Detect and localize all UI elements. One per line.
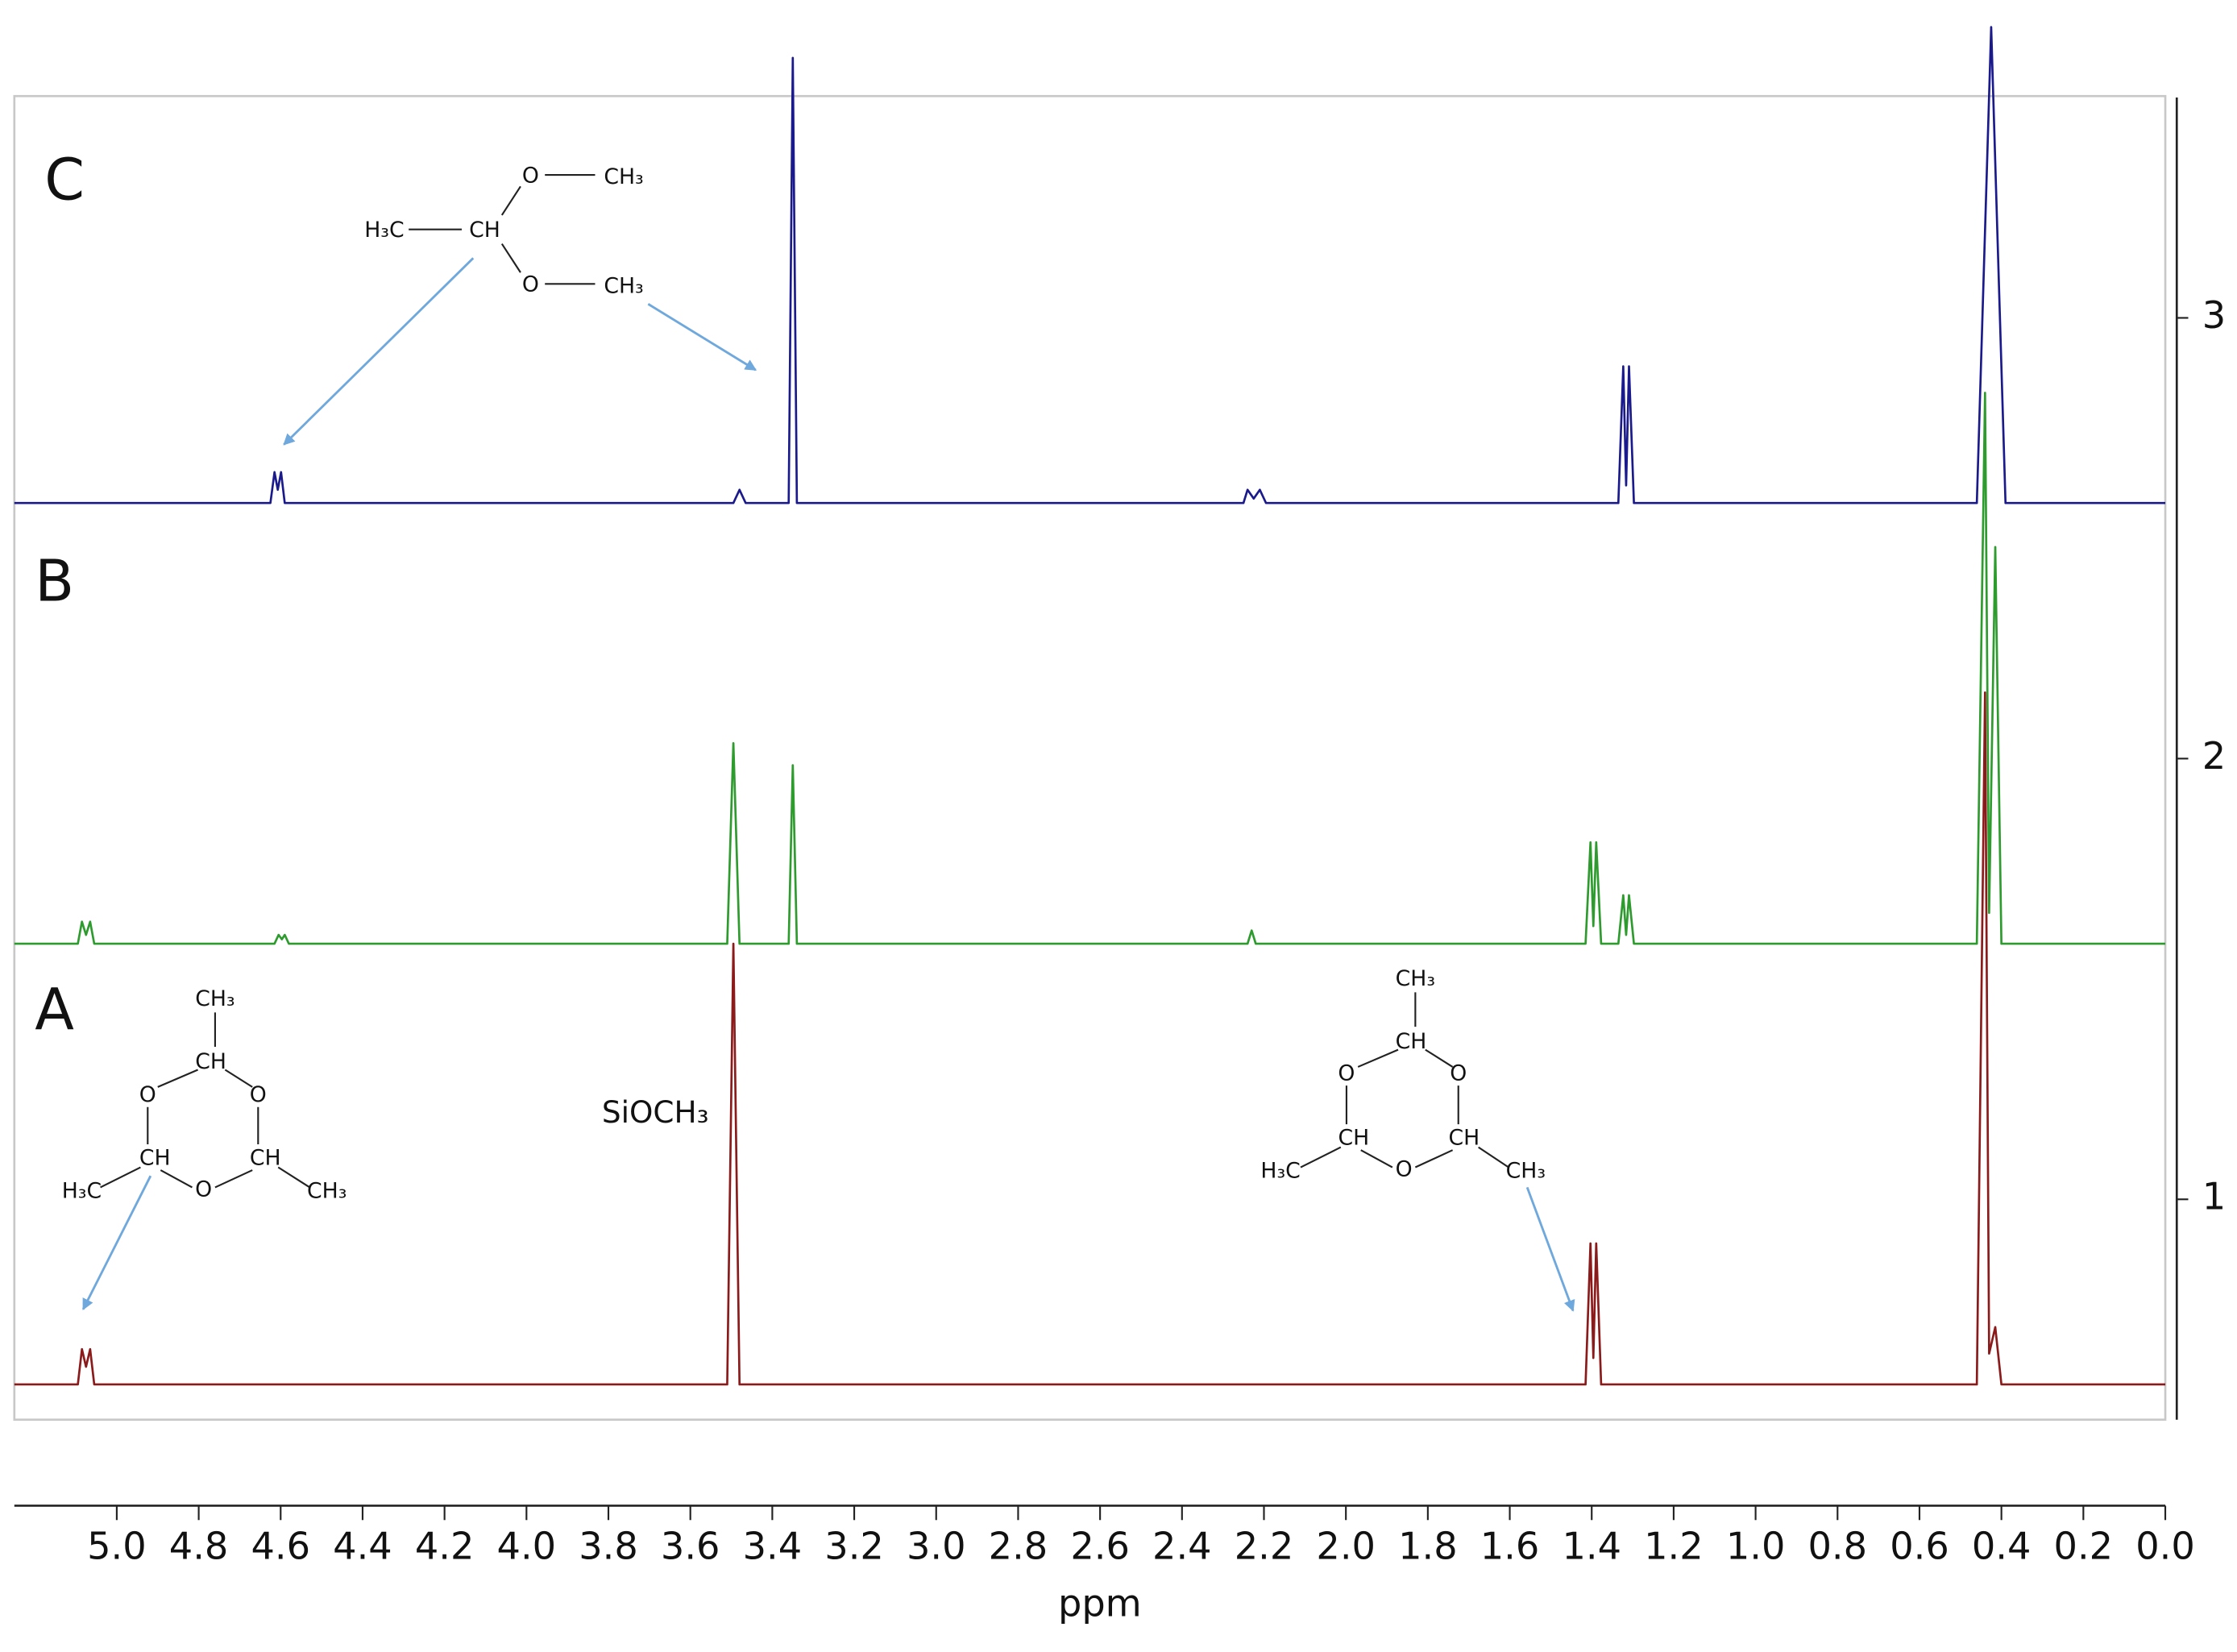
structure-label: CH₃: [604, 273, 643, 298]
x-tick-label: 1.6: [1480, 1524, 1540, 1567]
structure-label: CH: [1449, 1125, 1480, 1150]
structure-label: CH: [195, 1049, 226, 1074]
structure-label: CH: [1396, 1029, 1427, 1054]
x-tick-label: 5.0: [87, 1524, 147, 1567]
structure-label: O: [1450, 1061, 1467, 1085]
structure-label: CH₃: [1396, 966, 1435, 991]
structure-label: O: [195, 1177, 212, 1202]
spectrum-line: [14, 26, 2166, 504]
x-tick-label: 3.4: [743, 1524, 803, 1567]
x-tick-label: 0.8: [1808, 1524, 1868, 1567]
x-tick-label: 3.2: [824, 1524, 884, 1567]
structure-label: H₃C: [364, 218, 404, 243]
x-tick-label: 0.0: [2135, 1524, 2195, 1567]
annotation-arrows: [81, 257, 1575, 1312]
plot-frame: [13, 94, 2167, 1422]
x-tick-label: 4.0: [497, 1524, 557, 1567]
y-tick-label: 1: [2202, 1175, 2226, 1218]
structure-label: CH₃: [604, 164, 643, 189]
x-tick-label: 0.6: [1890, 1524, 1949, 1567]
structure-label: O: [1338, 1061, 1355, 1085]
structure-label: H₃C: [62, 1178, 102, 1203]
x-tick-label: 4.8: [169, 1524, 229, 1567]
structure-label: CH: [469, 218, 500, 243]
structure-label: O: [1396, 1157, 1413, 1182]
structure-label: H₃C: [1260, 1158, 1300, 1183]
x-axis-label: ppm: [1058, 1582, 1142, 1625]
panel-label: A: [35, 977, 74, 1044]
x-tick-label: 0.4: [1972, 1524, 2032, 1567]
x-tick-label: 4.4: [333, 1524, 392, 1567]
structure-label: O: [522, 272, 539, 297]
structure-label: CH₃: [1506, 1158, 1546, 1183]
y-tick-label: 3: [2202, 293, 2226, 337]
x-tick-label: 2.6: [1070, 1524, 1130, 1567]
x-tick-label: 1.8: [1398, 1524, 1458, 1567]
annotation: SiOCH₃: [602, 1094, 709, 1130]
x-tick-label: 1.4: [1562, 1524, 1621, 1567]
x-tick-label: 3.0: [907, 1524, 966, 1567]
x-tick-label: 2.8: [989, 1524, 1048, 1567]
structure-label: O: [522, 163, 539, 188]
x-tick-label: 3.8: [579, 1524, 638, 1567]
structure-label: CH₃: [195, 986, 234, 1011]
x-tick-label: 2.4: [1152, 1524, 1212, 1567]
structure-label: CH: [250, 1145, 281, 1170]
x-tick-label: 2.2: [1235, 1524, 1294, 1567]
x-tick-label: 1.2: [1644, 1524, 1704, 1567]
structure-bonds: [100, 174, 1509, 1189]
x-tick-label: 1.0: [1726, 1524, 1786, 1567]
x-tick-label: 0.2: [2054, 1524, 2114, 1567]
panel-label: C: [44, 146, 85, 213]
structure-label: O: [139, 1082, 156, 1107]
x-tick-label: 2.0: [1316, 1524, 1376, 1567]
panel-label: B: [35, 548, 74, 615]
structure-label: CH₃: [307, 1178, 347, 1203]
spectrum-line: [14, 691, 2166, 1386]
x-tick-label: 4.2: [415, 1524, 475, 1567]
structure-label: CH: [139, 1145, 171, 1170]
y-tick-label: 2: [2202, 734, 2226, 778]
structure-label: CH: [1338, 1125, 1369, 1150]
x-tick-label: 4.6: [251, 1524, 310, 1567]
x-tick-label: 3.6: [661, 1524, 720, 1567]
spectrum-line: [14, 392, 2166, 945]
structure-label: O: [250, 1082, 267, 1107]
